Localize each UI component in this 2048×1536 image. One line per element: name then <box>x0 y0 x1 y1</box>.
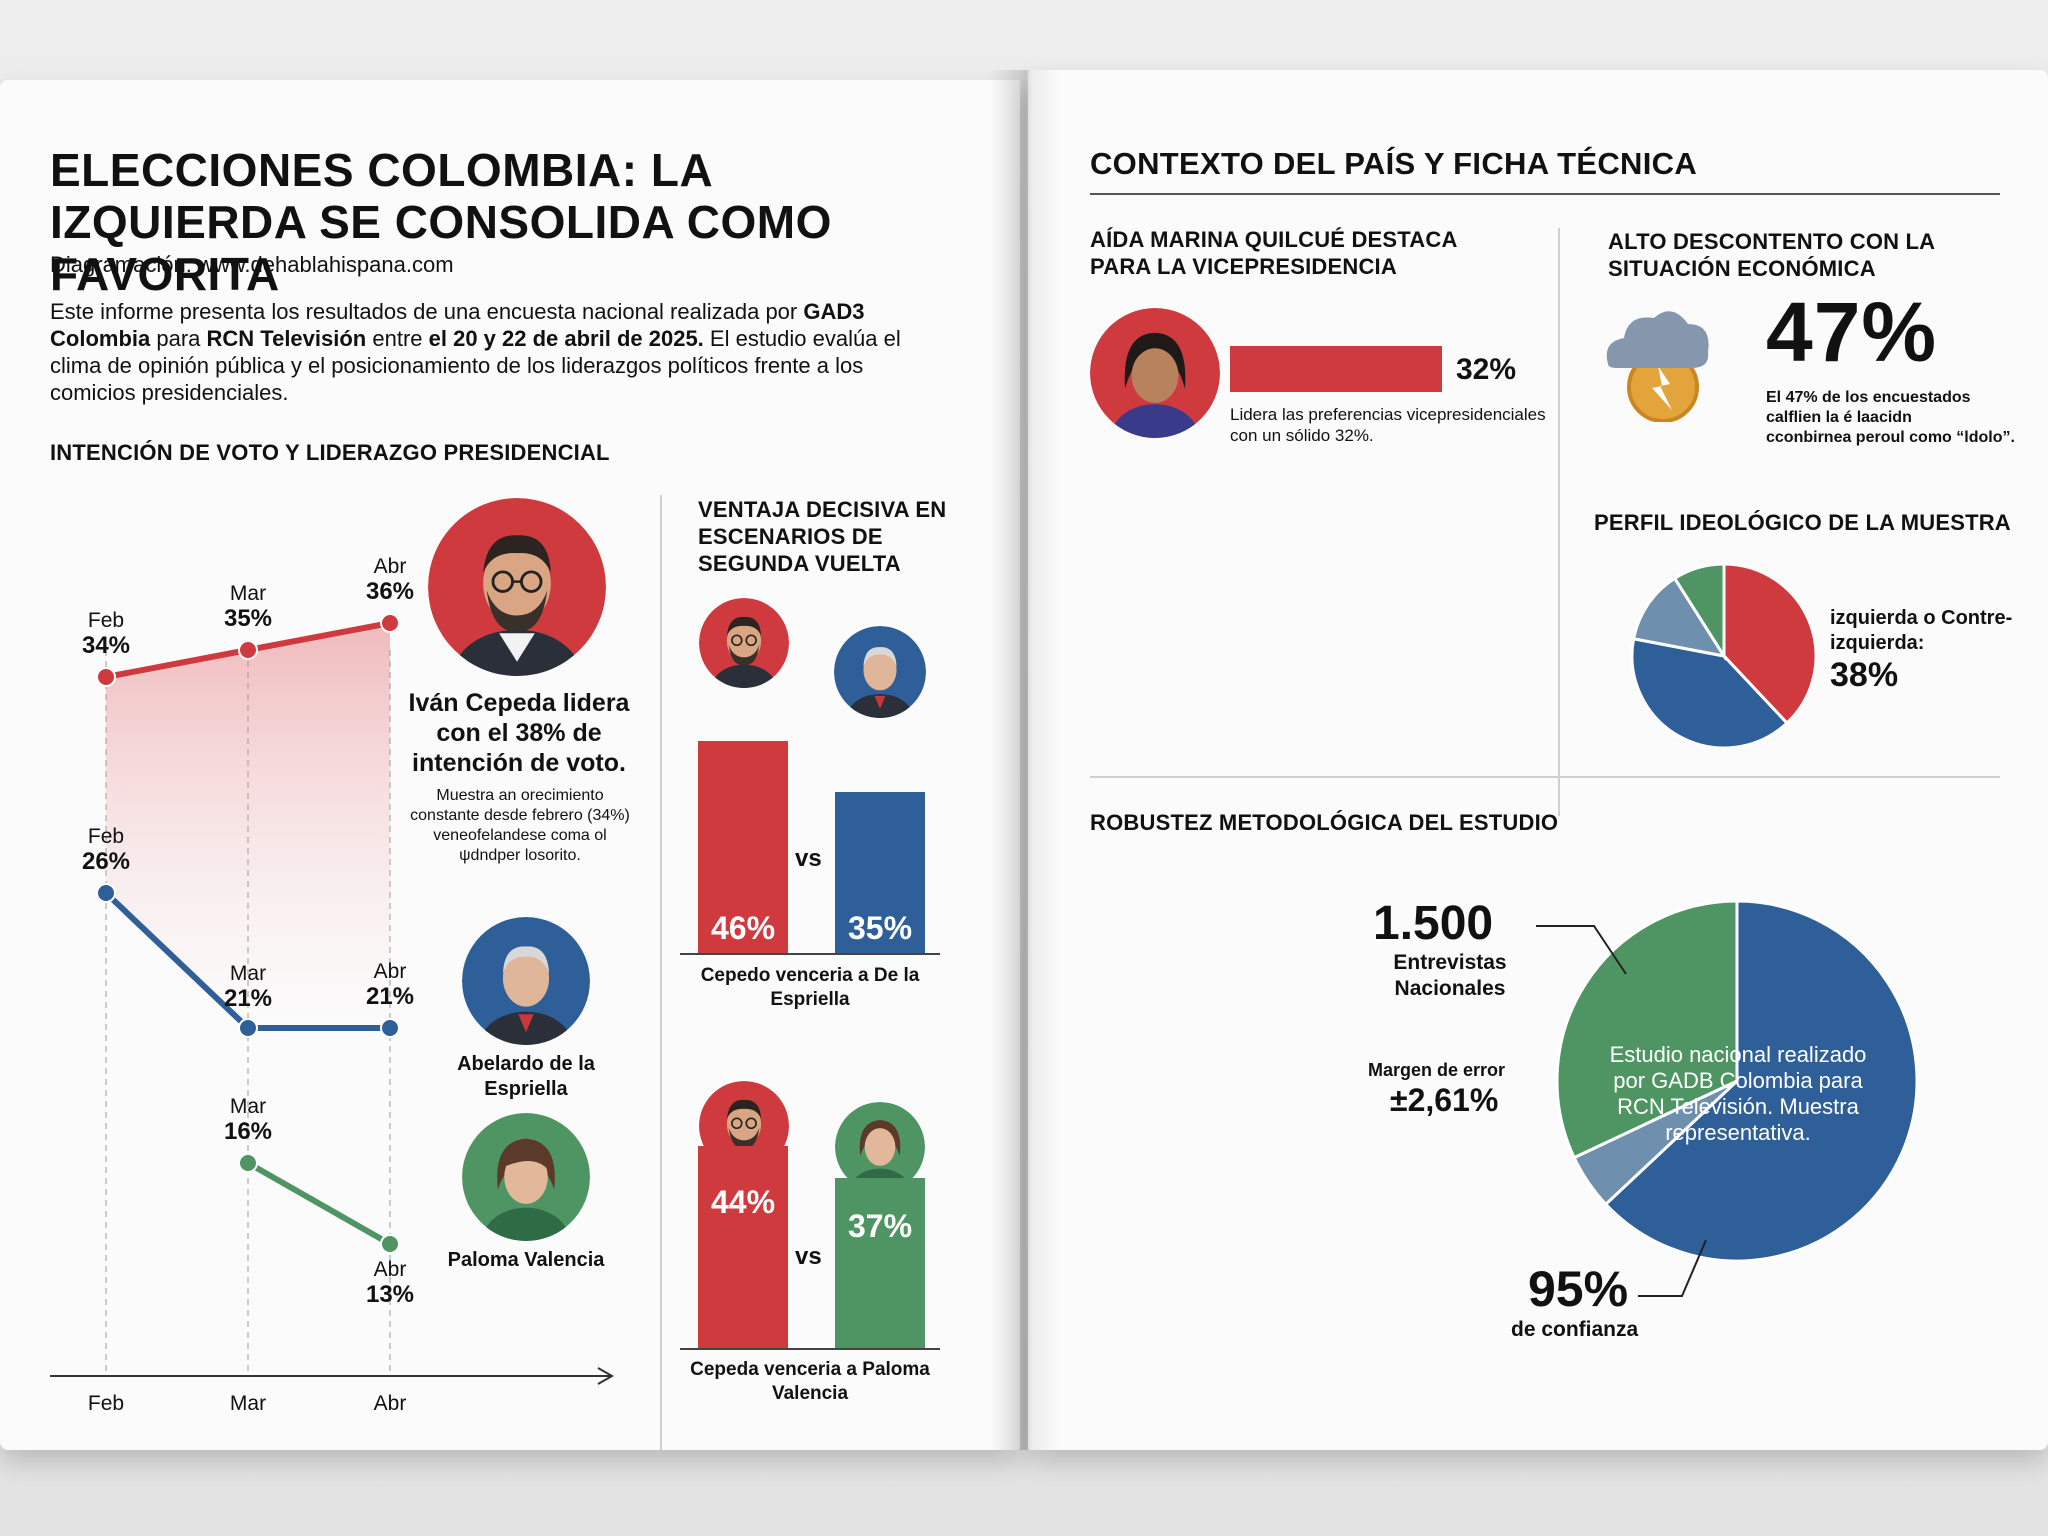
runoff1-value-abelardo: 35% <box>847 910 913 946</box>
point-s2-mar <box>238 1018 258 1038</box>
margin-value: ±2,61% <box>1390 1082 1499 1118</box>
vp-title: AÍDA MARINA QUILCUÉ DESTACA PARA LA VICE… <box>1090 227 1457 279</box>
intro-text-4: El estudio evalúa el clima de opinión pú… <box>50 326 901 405</box>
econ-note-line-1: El 47% de los encuestados <box>1766 389 1971 406</box>
runoff2-bar-paloma <box>835 1178 925 1348</box>
ivan-cepeda-avatar <box>428 498 606 676</box>
runoff2-bar-cepeda <box>698 1146 788 1348</box>
point-s1-feb <box>96 667 116 687</box>
econ-note-line-2: calflien la é laacidn <box>1766 409 1912 426</box>
runoff1-abelardo-avatar <box>834 626 926 718</box>
point-s3-mar <box>238 1153 258 1173</box>
context-title: CONTEXTO DEL PAÍS Y FICHA TÉCNICA <box>1090 146 1698 181</box>
section-divider <box>1090 776 2000 778</box>
page-title: ELECCIONES COLOMBIA: LA IZQUIERDA SE CON… <box>50 144 832 300</box>
data-label-s1-feb: Feb 34% <box>82 609 130 659</box>
data-label-s2-mar: Mar 21% <box>224 962 272 1012</box>
vp-note: Lidera las preferencias vicepresidencial… <box>1230 405 1546 445</box>
method-pie-text: Estudio nacional realizado por GADB Colo… <box>1609 1042 1867 1145</box>
ideology-pie-chart <box>1630 562 1818 750</box>
ideology-slice-3 <box>1631 576 1728 659</box>
abelardo-avatar <box>462 917 590 1045</box>
vp-value: 32% <box>1456 353 1517 386</box>
runoff1-baseline <box>680 953 940 955</box>
econ-title: ALTO DESCONTENTO CON LA SITUACIÓN ECONÓM… <box>1608 229 1935 281</box>
runoff1-vs: vs <box>795 845 822 872</box>
aida-quilcue-avatar <box>1090 308 1220 438</box>
margin-label: Margen de error <box>1368 1060 1506 1080</box>
data-label-s1-abr: Abr 36% <box>366 555 414 605</box>
econ-value: 47% <box>1766 285 1938 379</box>
intro-text-1: Este informe presenta los resultados de … <box>50 299 804 324</box>
series-line-3 <box>246 1160 392 1247</box>
vp-bar <box>1230 346 1442 392</box>
ideology-slice-4 <box>1672 562 1726 662</box>
x-tick-abr: Abr <box>374 1392 407 1415</box>
leader-headline: Iván Cepeda lidera con el 38% de intenci… <box>408 689 630 777</box>
point-s2-abr <box>380 1018 400 1038</box>
point-s1-abr <box>380 613 400 633</box>
x-tick-mar: Mar <box>230 1392 266 1415</box>
runoff2-baseline <box>680 1348 940 1350</box>
paloma-name: Paloma Valencia <box>447 1249 605 1271</box>
runoff2-value-cepeda: 44% <box>710 1184 776 1220</box>
ideo-label: izquierda o Contre-izquierda: <box>1830 607 2013 654</box>
left-page: ELECCIONES COLOMBIA: LA IZQUIERDA SE CON… <box>0 80 1020 1450</box>
ideo-value: 38% <box>1830 656 1899 694</box>
vote-section-title: INTENCIÓN DE VOTO Y LIDERAZGO PRESIDENCI… <box>50 440 610 465</box>
data-label-s2-abr: Abr 21% <box>366 960 414 1010</box>
column-divider <box>660 495 662 1450</box>
ideo-title: PERFIL IDEOLÓGICO DE LA MUESTRA <box>1594 510 2011 535</box>
paloma-avatar <box>462 1113 590 1241</box>
econ-note-line-3: cconbirnea peroul como “ldolo”. <box>1766 429 2015 446</box>
x-axis-arrow <box>597 1367 615 1385</box>
runoff1-bar-cepeda <box>698 741 788 953</box>
point-s2-feb <box>96 883 116 903</box>
runoff-title: VENTAJA DECISIVA EN ESCENARIOS DE SEGUND… <box>698 497 947 576</box>
runoff1-caption: Cepedo venceria a De la Espriella <box>700 965 920 1010</box>
x-tick-feb: Feb <box>88 1392 124 1415</box>
runoff2-caption: Cepeda venceria a Paloma Valencia <box>690 1359 930 1404</box>
intro-bold-1: GAD3 Colombia <box>50 299 865 351</box>
runoff1-value-cepeda: 46% <box>710 910 776 946</box>
data-label-s2-feb: Feb 26% <box>82 825 130 875</box>
leader-note: Muestra an orecimiento constante desde f… <box>410 787 630 864</box>
ideology-slice-1 <box>1722 562 1818 726</box>
confidence-value: 95% <box>1528 1261 1629 1317</box>
credit-line: Diagramación: www.dehablahispana.com <box>50 252 454 277</box>
method-title: ROBUSTEZ METODOLÓGICA DEL ESTUDIO <box>1090 810 1559 835</box>
lead-gap-area <box>106 623 390 1028</box>
runoff2-value-paloma: 37% <box>847 1208 913 1244</box>
runoff2-vs: vs <box>795 1243 822 1270</box>
intro-paragraph: Este informe presenta los resultados de … <box>50 298 930 406</box>
sample-size-value: 1.500 <box>1373 897 1494 950</box>
ideology-slice-2 <box>1630 637 1790 750</box>
data-label-s3-abr: Abr 13% <box>366 1258 414 1308</box>
runoff1-cepeda-avatar <box>699 598 789 688</box>
confidence-label: de confianza <box>1511 1318 1639 1341</box>
sample-size-label: Entrevistas Nacionales <box>1393 951 1507 1000</box>
data-label-s1-mar: Mar 35% <box>224 582 272 632</box>
point-s1-mar <box>238 640 258 660</box>
storm-cloud-icon <box>1606 311 1709 422</box>
right-page: CONTEXTO DEL PAÍS Y FICHA TÉCNICA AÍDA M… <box>1028 70 2048 1450</box>
intro-text-3: entre <box>366 326 429 351</box>
right-column-divider <box>1558 228 1560 816</box>
intro-bold-2: RCN Televisión <box>206 326 367 351</box>
data-label-s3-mar: Mar 16% <box>224 1095 272 1145</box>
econ-note: El 47% de los encuestados calflien la é … <box>1766 388 2015 448</box>
context-title-rule <box>1090 193 2000 195</box>
vote-intention-line-chart: Feb 34% Mar 35% Abr 36% Feb 26% Mar 21% Abr 21% Mar 1… <box>50 555 615 1415</box>
abelardo-name: Abelardo de la Espriella <box>457 1053 595 1100</box>
point-s3-abr <box>380 1234 400 1254</box>
intro-bold-3: el 20 y 22 de abril de 2025. <box>428 326 704 351</box>
intro-text-2: para <box>150 326 207 351</box>
runoff1-bar-abelardo <box>835 792 925 953</box>
